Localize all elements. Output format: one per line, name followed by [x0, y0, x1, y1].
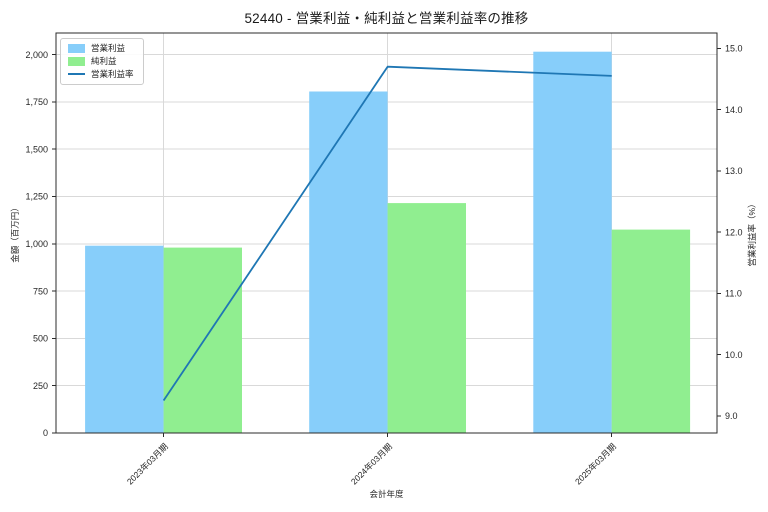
left-tick-label: 1,000: [25, 239, 48, 249]
left-tick-label: 1,250: [25, 192, 48, 202]
legend-label-operating-margin: 営業利益率: [91, 69, 134, 79]
right-tick-label: 10.0: [725, 350, 743, 360]
left-tick-label: 0: [43, 428, 48, 438]
chart-title: 52440 - 営業利益・純利益と営業利益率の推移: [244, 11, 529, 26]
left-tick-label: 1,750: [25, 97, 48, 107]
legend: 営業利益純利益営業利益率: [60, 38, 144, 85]
left-tick-label: 500: [33, 334, 48, 344]
right-tick-label: 12.0: [725, 227, 743, 237]
legend-label-operating-profit: 営業利益: [91, 43, 126, 54]
right-tick-label: 11.0: [725, 289, 742, 299]
legend-row-operating-profit: 営業利益: [68, 44, 134, 53]
legend-row-net-profit: 純利益: [68, 57, 134, 66]
right-tick-label: 14.0: [725, 105, 743, 115]
ylabel-left: 金額（百万円）: [10, 203, 20, 263]
right-tick-label: 9.0: [725, 411, 738, 421]
left-tick-label: 750: [33, 286, 48, 296]
x-tick-label: 2024年03月期: [349, 441, 394, 486]
right-tick-label: 13.0: [725, 166, 743, 176]
axes-frame: [55, 32, 718, 434]
legend-line-icon: [68, 73, 85, 76]
x-tick-label: 2023年03月期: [125, 441, 170, 486]
left-tick-label: 2,000: [25, 50, 48, 60]
left-tick-label: 250: [33, 381, 48, 391]
operating-profit-bar-1: [309, 91, 388, 433]
ylabel-right: 営業利益率（%）: [747, 199, 757, 266]
operating-profit-bar-2: [533, 51, 612, 433]
legend-swatch-icon: [68, 57, 85, 66]
legend-label-net-profit: 純利益: [91, 56, 117, 67]
net-profit-bar-0: [163, 247, 242, 433]
net-profit-bar-2: [611, 229, 691, 433]
xlabel: 会計年度: [369, 489, 404, 499]
x-tick-label: 2025年03月期: [573, 441, 618, 486]
operating-margin-line: [162, 65, 612, 402]
net-profit-bar-1: [387, 203, 466, 433]
operating-profit-bar-0: [85, 245, 164, 433]
right-tick-label: 15.0: [725, 44, 743, 54]
left-tick-label: 1,500: [25, 144, 48, 154]
legend-swatch-icon: [68, 44, 85, 53]
legend-row-operating-margin: 営業利益率: [68, 70, 134, 79]
